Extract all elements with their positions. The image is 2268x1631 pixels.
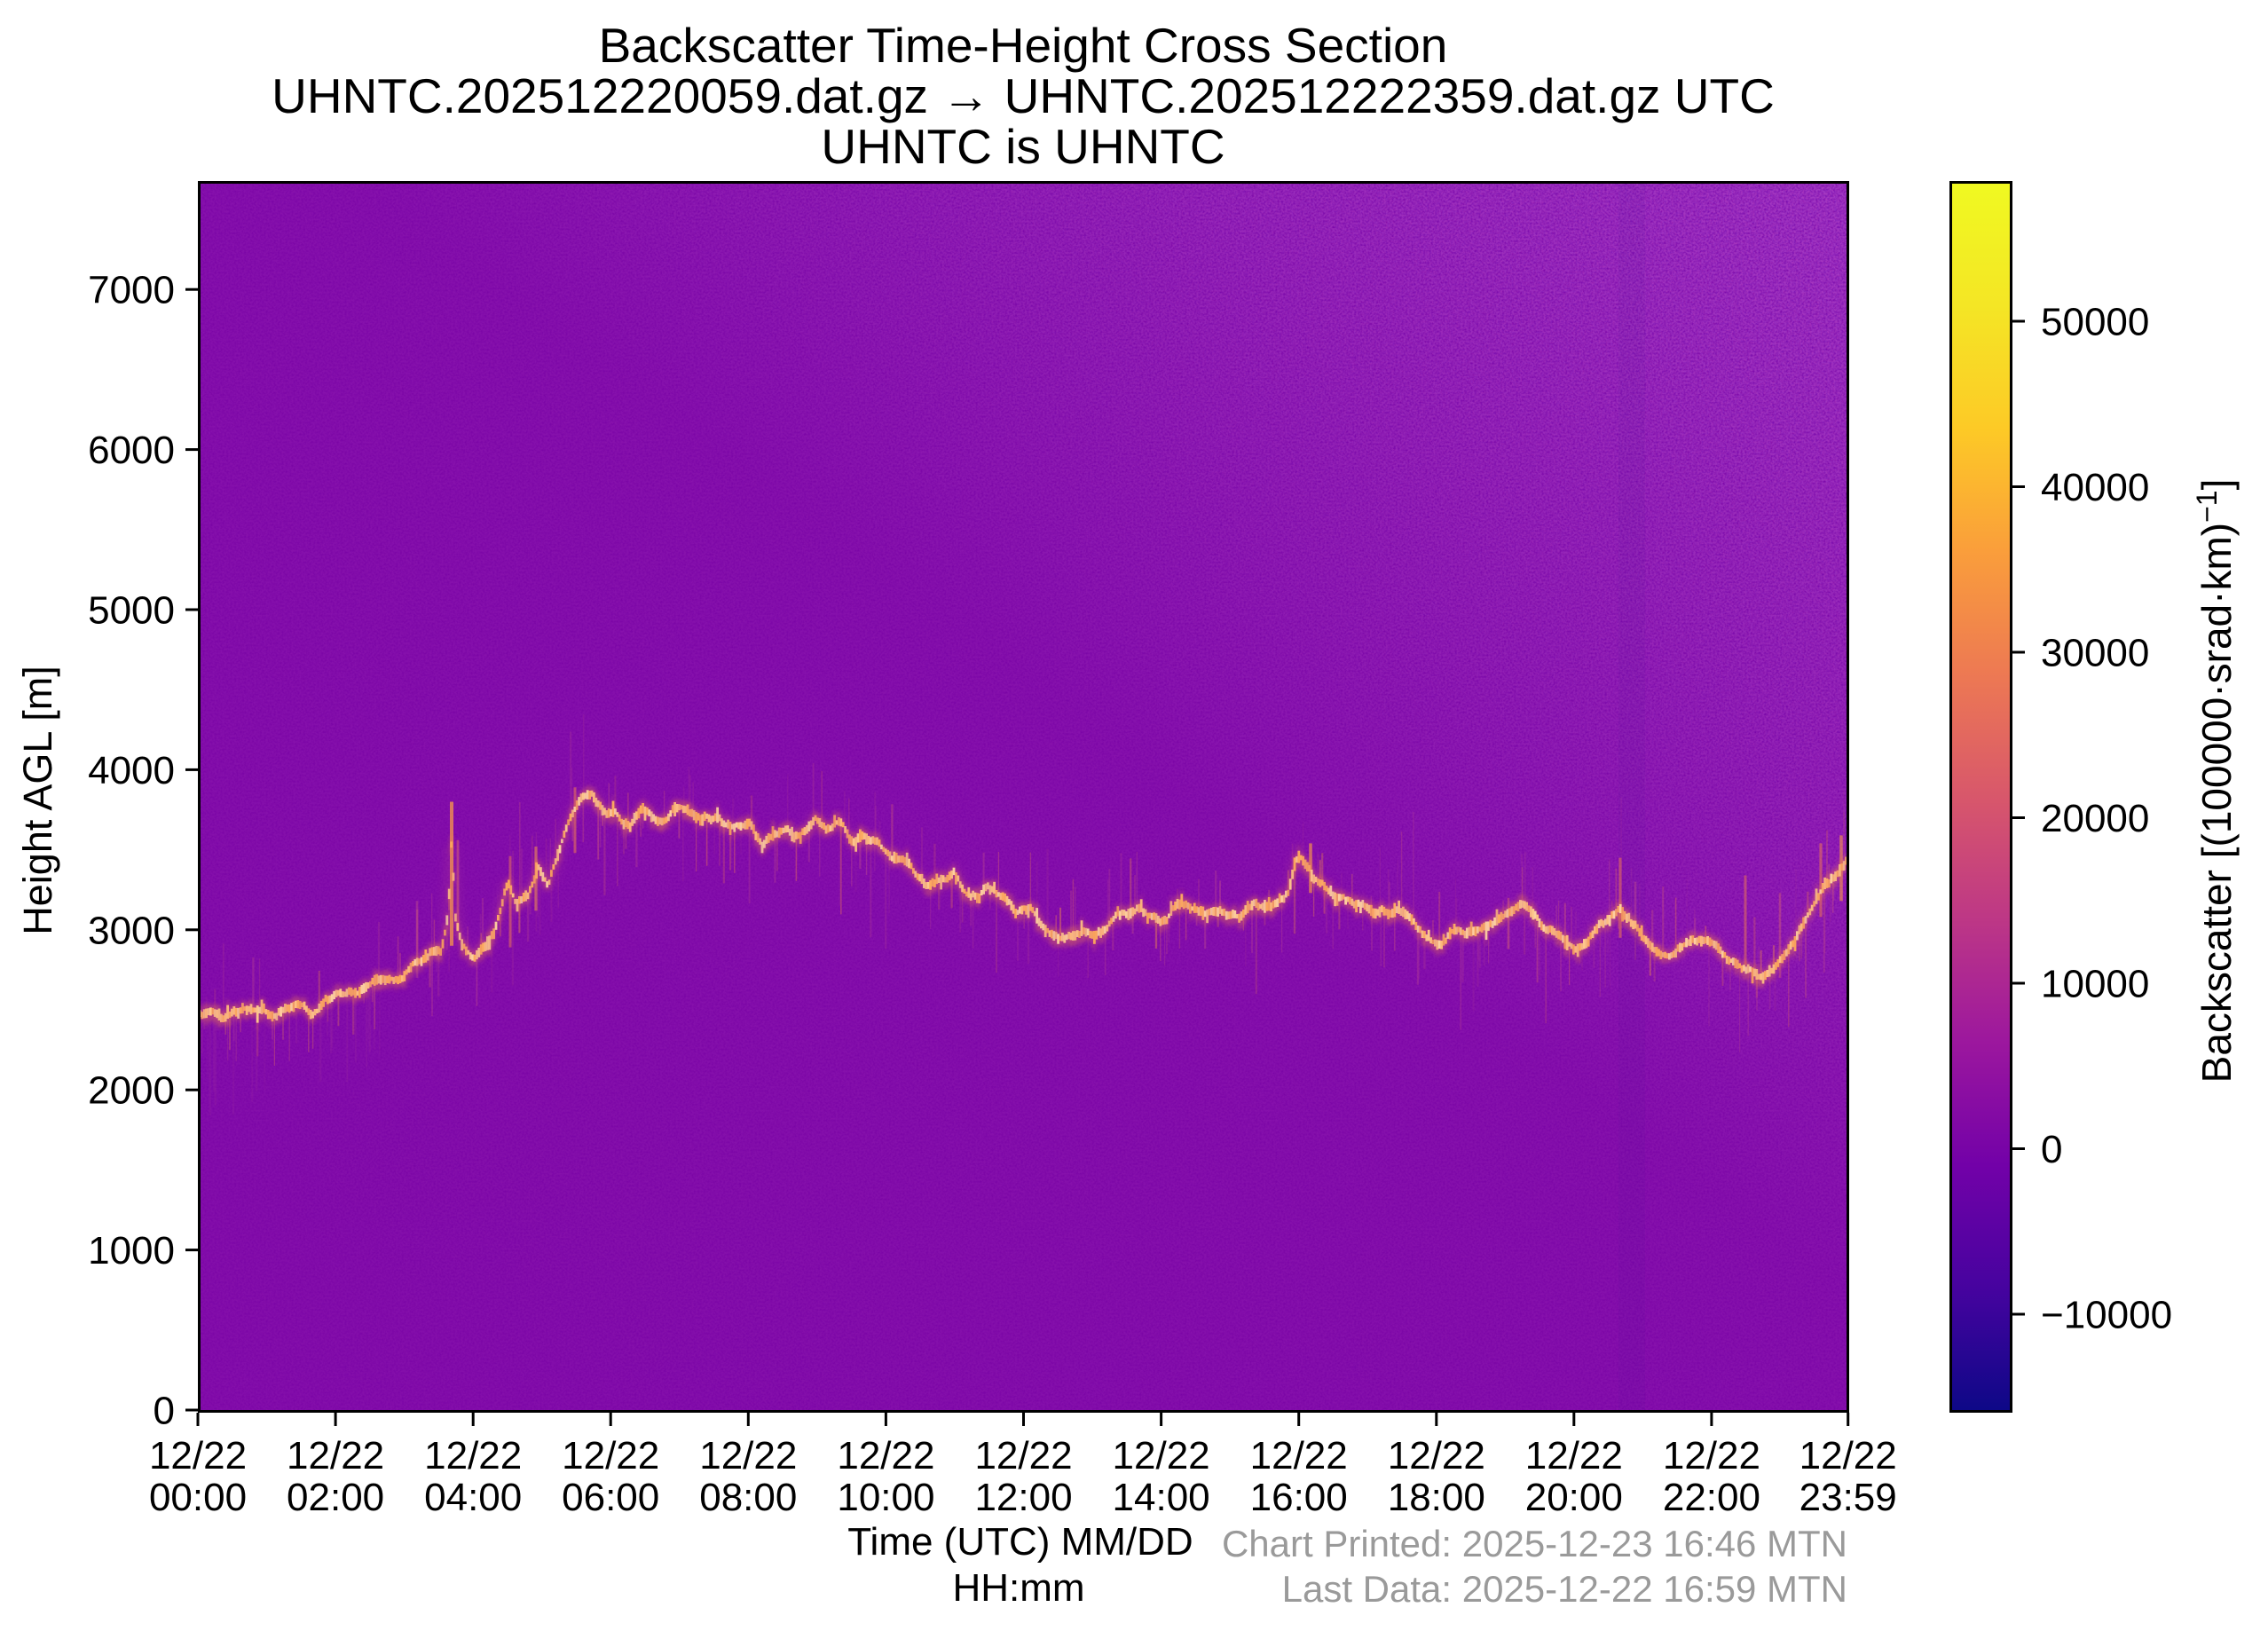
svg-text:−10000: −10000 bbox=[2041, 1294, 2172, 1337]
svg-text:10:00: 10:00 bbox=[837, 1476, 934, 1519]
svg-text:12/22: 12/22 bbox=[974, 1434, 1072, 1477]
svg-text:12/22: 12/22 bbox=[1525, 1434, 1623, 1477]
svg-text:Backscatter [(100000·srad·km)−: Backscatter [(100000·srad·km)−1] bbox=[2191, 479, 2240, 1083]
svg-text:12/22: 12/22 bbox=[562, 1434, 659, 1477]
svg-text:7000: 7000 bbox=[88, 269, 175, 312]
svg-text:1000: 1000 bbox=[88, 1229, 175, 1272]
svg-text:12/22: 12/22 bbox=[287, 1434, 384, 1477]
svg-text:20:00: 20:00 bbox=[1525, 1476, 1623, 1519]
svg-text:4000: 4000 bbox=[88, 749, 175, 792]
svg-text:0: 0 bbox=[154, 1390, 175, 1433]
svg-text:12/22: 12/22 bbox=[149, 1434, 247, 1477]
svg-text:40000: 40000 bbox=[2041, 466, 2149, 509]
svg-text:3000: 3000 bbox=[88, 909, 175, 952]
svg-text:16:00: 16:00 bbox=[1250, 1476, 1348, 1519]
svg-text:Time (UTC) MM/DD: Time (UTC) MM/DD bbox=[847, 1520, 1193, 1564]
svg-text:Backscatter Time-Height Cross: Backscatter Time-Height Cross Section bbox=[599, 18, 1448, 73]
svg-text:UHNTC is UHNTC: UHNTC is UHNTC bbox=[821, 119, 1225, 174]
svg-text:5000: 5000 bbox=[88, 589, 175, 633]
svg-text:2000: 2000 bbox=[88, 1069, 175, 1113]
svg-text:02:00: 02:00 bbox=[287, 1476, 384, 1519]
svg-text:0: 0 bbox=[2041, 1128, 2062, 1171]
svg-text:22:00: 22:00 bbox=[1663, 1476, 1760, 1519]
svg-text:12:00: 12:00 bbox=[974, 1476, 1072, 1519]
svg-text:Last Data: 2025-12-22 16:59 MT: Last Data: 2025-12-22 16:59 MTN bbox=[1282, 1568, 1847, 1610]
svg-text:14:00: 14:00 bbox=[1113, 1476, 1210, 1519]
svg-text:12/22: 12/22 bbox=[1113, 1434, 1210, 1477]
svg-text:10000: 10000 bbox=[2041, 963, 2149, 1006]
svg-text:Chart Printed: 2025-12-23 16:4: Chart Printed: 2025-12-23 16:46 MTN bbox=[1222, 1523, 1847, 1564]
svg-text:50000: 50000 bbox=[2041, 301, 2149, 344]
svg-text:12/22: 12/22 bbox=[424, 1434, 522, 1477]
svg-text:12/22: 12/22 bbox=[1250, 1434, 1348, 1477]
svg-text:12/22: 12/22 bbox=[1388, 1434, 1485, 1477]
svg-text:00:00: 00:00 bbox=[149, 1476, 247, 1519]
svg-text:12/22: 12/22 bbox=[1799, 1434, 1897, 1477]
svg-text:12/22: 12/22 bbox=[837, 1434, 934, 1477]
svg-text:23:59: 23:59 bbox=[1799, 1476, 1897, 1519]
svg-text:06:00: 06:00 bbox=[562, 1476, 659, 1519]
svg-text:08:00: 08:00 bbox=[699, 1476, 797, 1519]
svg-text:12/22: 12/22 bbox=[699, 1434, 797, 1477]
svg-text:20000: 20000 bbox=[2041, 797, 2149, 840]
svg-text:Height AGL [m]: Height AGL [m] bbox=[15, 666, 60, 934]
svg-text:04:00: 04:00 bbox=[424, 1476, 522, 1519]
svg-text:UHNTC.202512220059.dat.gz → UH: UHNTC.202512220059.dat.gz → UHNTC.202512… bbox=[272, 68, 1775, 123]
svg-text:30000: 30000 bbox=[2041, 632, 2149, 675]
svg-text:HH:mm: HH:mm bbox=[952, 1566, 1084, 1610]
svg-text:6000: 6000 bbox=[88, 429, 175, 472]
svg-text:18:00: 18:00 bbox=[1388, 1476, 1485, 1519]
svg-text:12/22: 12/22 bbox=[1663, 1434, 1760, 1477]
